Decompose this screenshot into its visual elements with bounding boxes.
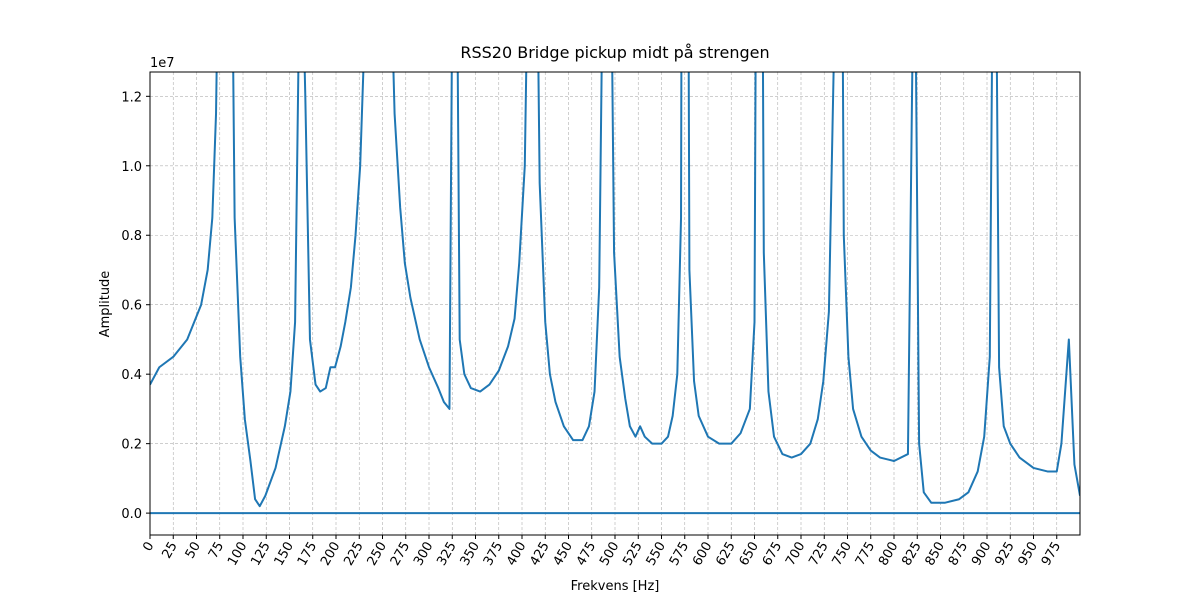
x-tick-label: 575	[667, 540, 692, 569]
chart-title: RSS20 Bridge pickup midt på strengen	[460, 43, 769, 62]
y-tick-label: 0.4	[121, 368, 142, 383]
x-axis-label: Frekvens [Hz]	[571, 579, 660, 594]
x-tick-label: 425	[527, 540, 552, 569]
x-tick-label: 775	[853, 540, 878, 569]
x-tick-label: 50	[183, 540, 204, 562]
x-tick-label: 675	[760, 540, 785, 569]
y-axis-label: Amplitude	[98, 271, 113, 338]
x-tick-label: 950	[1016, 540, 1041, 569]
x-tick-label: 725	[806, 540, 831, 569]
data-line	[150, 72, 1080, 508]
x-tick-label: 300	[411, 540, 436, 569]
x-tick-label: 175	[295, 540, 320, 569]
x-tick-label: 525	[620, 540, 645, 569]
plot-frame	[149, 71, 1081, 536]
x-tick-label: 650	[737, 540, 762, 569]
y-tick-label: 0.0	[121, 507, 142, 522]
x-tick-label: 325	[434, 540, 459, 569]
y-offset-label: 1e7	[150, 56, 175, 71]
y-tick-label: 0.6	[121, 299, 142, 314]
x-tick-label: 900	[969, 540, 994, 569]
x-tick-label: 125	[248, 540, 273, 569]
x-tick-label: 250	[365, 540, 390, 569]
x-tick-label: 875	[946, 540, 971, 569]
x-tick-label: 450	[551, 540, 576, 569]
y-tick-label: 1.2	[121, 90, 142, 105]
x-tick-label: 825	[899, 540, 924, 569]
x-tick-label: 750	[830, 540, 855, 569]
x-tick-label: 275	[388, 540, 413, 569]
x-tick-label: 400	[504, 540, 529, 569]
x-tick-label: 850	[923, 540, 948, 569]
x-tick-label: 0	[140, 540, 157, 555]
x-tick-label: 150	[272, 540, 297, 569]
x-tick-label: 475	[574, 540, 599, 569]
x-tick-label: 200	[318, 540, 343, 569]
x-tick-label: 350	[458, 540, 483, 569]
x-tick-label: 75	[206, 540, 227, 562]
x-tick-label: 600	[690, 540, 715, 569]
x-tick-label: 700	[783, 540, 808, 569]
y-tick-label: 0.2	[121, 438, 142, 453]
x-tick-label: 25	[159, 540, 180, 562]
x-tick-label: 225	[341, 540, 366, 569]
x-tick-label: 375	[481, 540, 506, 569]
x-tick-label: 500	[597, 540, 622, 569]
x-tick-label: 625	[713, 540, 738, 569]
x-tick-label: 800	[876, 540, 901, 569]
y-tick-label: 1.0	[121, 160, 142, 175]
x-tick-label: 100	[225, 540, 250, 569]
x-tick-label: 550	[644, 540, 669, 569]
x-tick-label: 975	[1039, 540, 1064, 569]
y-tick-label: 0.8	[121, 229, 142, 244]
x-tick-label: 925	[992, 540, 1017, 569]
